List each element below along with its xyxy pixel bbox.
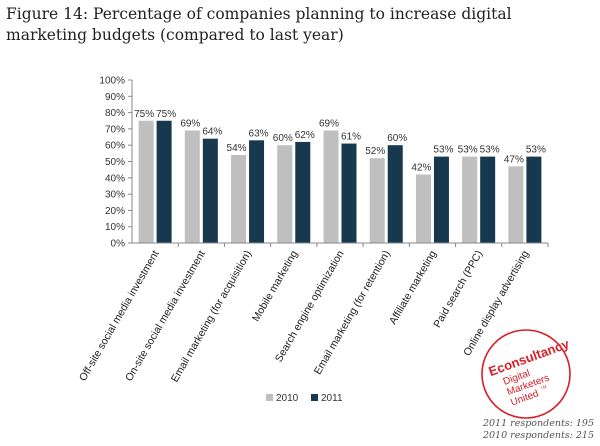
y-tick-label: 50% xyxy=(105,157,125,168)
y-tick-label: 60% xyxy=(105,141,125,152)
bar-2011 xyxy=(480,156,496,243)
bar-2010 xyxy=(138,120,154,243)
data-label-2011: 53% xyxy=(526,145,546,156)
bars xyxy=(138,120,542,243)
data-label-2011: 63% xyxy=(249,128,269,139)
bar-2010 xyxy=(369,158,385,243)
bar-2010 xyxy=(184,130,200,243)
legend-label-2010: 2010 xyxy=(276,393,299,404)
data-label-2010: 42% xyxy=(411,163,431,174)
bar-2011 xyxy=(156,120,172,243)
y-axis: 0% 10% 20% 30% 40% 50% 60% 70% 80% 90% 100% xyxy=(99,76,133,250)
x-category-label: Mobile marketing xyxy=(250,248,300,323)
y-tick-label: 20% xyxy=(105,206,125,217)
x-category-label: Affiliate marketing xyxy=(387,248,439,326)
y-tick-label: 30% xyxy=(105,190,125,201)
bar-2011 xyxy=(433,156,449,243)
legend-swatch-2011 xyxy=(311,394,318,401)
figure-title: Figure 14: Percentage of companies plann… xyxy=(6,5,512,44)
y-tick-label: 40% xyxy=(105,173,125,184)
legend-label-2011: 2011 xyxy=(321,393,343,404)
y-tick-label: 90% xyxy=(105,92,125,103)
bar-2011 xyxy=(202,138,218,243)
x-category-label: Paid search (PPC) xyxy=(431,248,485,329)
data-label-2011: 61% xyxy=(341,132,361,143)
legend-swatch-2010 xyxy=(266,394,273,401)
bar-2010 xyxy=(231,154,247,243)
data-label-2010: 75% xyxy=(134,109,154,120)
legend: 2010 2011 xyxy=(266,393,343,404)
bar-2010 xyxy=(415,174,431,243)
bar-2011 xyxy=(526,156,542,243)
x-category-label: On-site social media investment xyxy=(123,248,208,383)
logo-ring xyxy=(481,329,571,419)
bar-2010 xyxy=(462,156,478,243)
data-label-2010: 69% xyxy=(319,119,339,130)
bar-2010 xyxy=(323,130,339,243)
data-label-2011: 60% xyxy=(387,133,407,144)
data-labels: 75% 75%69%64%54%63% 60% 62%69%61%52%60%42%5… xyxy=(134,109,546,174)
bar-2011 xyxy=(295,141,311,243)
y-tick-label: 100% xyxy=(99,76,125,87)
respondents-2011: 2011 respondents: 195 xyxy=(482,418,594,429)
data-label-2010: 54% xyxy=(227,143,247,154)
bar-2010 xyxy=(508,166,524,243)
y-tick-label: 80% xyxy=(105,108,125,119)
logo-trademark: TM xyxy=(540,384,547,391)
data-label-2011: 53% xyxy=(480,145,500,156)
y-tick-label: 70% xyxy=(105,124,125,135)
data-label-2010: 60% xyxy=(273,133,293,144)
bar-2011 xyxy=(387,145,403,243)
data-label-2010: 69% xyxy=(180,119,200,130)
bar-2011 xyxy=(249,140,265,243)
econsultancy-logo: Econsultancy Digital Marketers United TM xyxy=(481,329,572,419)
y-tick-label: 10% xyxy=(105,222,125,233)
x-category-label: Off-site social media investment xyxy=(77,248,162,383)
data-label-2011: 62% xyxy=(295,130,315,141)
data-label-2011: 75% xyxy=(156,109,176,120)
bar-2010 xyxy=(277,145,293,243)
data-label-2011: 64% xyxy=(202,127,222,138)
respondent-notes: 2011 respondents: 195 2010 respondents: … xyxy=(483,418,594,442)
data-label-2010: 47% xyxy=(504,154,524,165)
data-label-2010: 53% xyxy=(458,145,478,156)
x-category-label: Email marketing (for acquisition) xyxy=(169,248,254,384)
y-tick-label: 0% xyxy=(111,239,126,250)
data-label-2010: 52% xyxy=(365,146,385,157)
respondents-2010: 2010 respondents: 215 xyxy=(482,430,594,441)
bar-2011 xyxy=(341,143,357,243)
data-label-2011: 53% xyxy=(433,145,453,156)
